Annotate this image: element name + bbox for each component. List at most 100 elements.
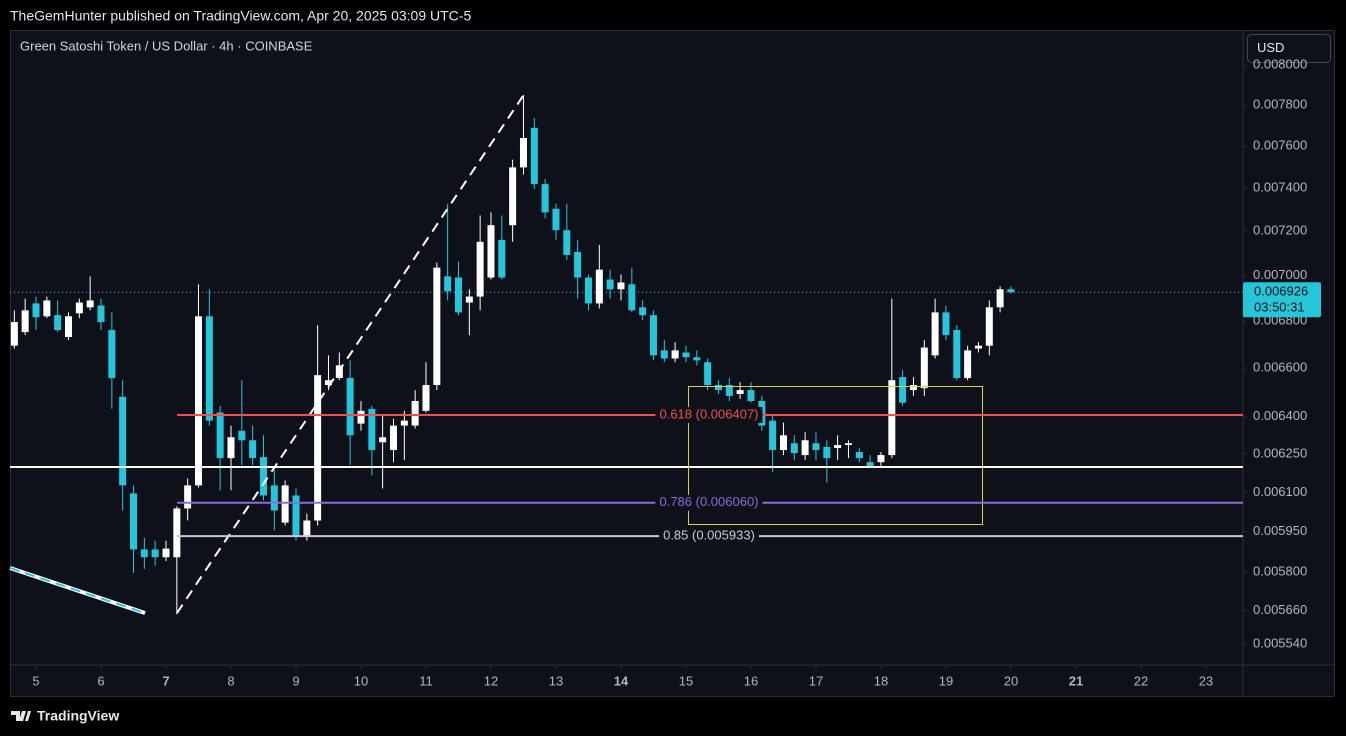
candle-body <box>389 425 397 451</box>
x-tick-label: 18 <box>874 673 888 688</box>
candle-body <box>574 252 582 278</box>
currency-button[interactable] <box>1247 34 1331 63</box>
candle-body <box>292 495 300 536</box>
candle-body <box>454 277 462 313</box>
y-tick-label: 0.007000 <box>1253 267 1307 282</box>
candle-body <box>509 167 517 226</box>
candle-body <box>909 385 917 391</box>
y-tick-label: 0.007400 <box>1253 179 1307 194</box>
candle-body <box>303 520 311 536</box>
candle-body <box>249 440 257 459</box>
fib-label-bg <box>655 406 763 423</box>
candle-body <box>660 350 668 359</box>
dashed-trend-line <box>176 92 526 614</box>
y-tick-label: 0.006400 <box>1253 408 1307 423</box>
candle-body <box>639 307 647 316</box>
candle-body <box>368 408 376 451</box>
chart-frame <box>10 30 1335 697</box>
candle-body <box>552 208 560 231</box>
candle-body <box>953 329 961 379</box>
fib-label: 0.618 (0.006407) <box>659 406 758 421</box>
candle-body <box>584 277 592 304</box>
candle-body <box>86 300 94 308</box>
fib-label: 0.786 (0.006060) <box>659 494 758 509</box>
candle-body <box>324 380 332 386</box>
candle-body <box>519 138 527 168</box>
y-tick-label: 0.006250 <box>1253 446 1307 461</box>
y-tick-label: 0.005800 <box>1253 563 1307 578</box>
x-tick-label: 15 <box>679 673 693 688</box>
x-tick-label: 11 <box>419 673 433 688</box>
candle-body <box>21 310 29 333</box>
candle-body <box>43 300 51 317</box>
candle-body <box>357 410 365 424</box>
candle-body <box>498 239 506 278</box>
candle-body <box>996 289 1004 308</box>
candle-body <box>888 380 896 456</box>
candle-body <box>64 316 72 338</box>
candle-body <box>942 312 950 336</box>
candle-body <box>682 352 690 358</box>
candle-body <box>259 457 267 496</box>
candle-body <box>32 303 40 318</box>
candle-body <box>844 443 852 446</box>
candle-body <box>834 445 842 449</box>
candle-body <box>595 269 603 304</box>
candle-body <box>119 396 127 486</box>
candle-body <box>877 455 885 463</box>
candle-body <box>671 350 679 359</box>
candle-body <box>769 420 777 451</box>
x-tick-label: 22 <box>1134 673 1148 688</box>
candle-body <box>281 485 289 523</box>
candle-body <box>422 385 430 411</box>
y-tick-label: 0.005540 <box>1253 636 1307 651</box>
currency-label[interactable]: USD <box>1257 40 1284 55</box>
candle-body <box>173 508 181 558</box>
candle-body <box>444 276 452 292</box>
candle-body <box>346 378 354 436</box>
candle-body <box>725 385 733 396</box>
candle-body <box>487 225 495 278</box>
candle-body <box>140 549 148 558</box>
candle-body <box>920 347 928 389</box>
x-tick-label: 16 <box>744 673 758 688</box>
candle-body <box>964 350 972 379</box>
x-tick-label: 14 <box>614 673 629 688</box>
x-tick-label: 10 <box>354 673 368 688</box>
candle-body <box>184 485 192 509</box>
highlight-box <box>688 386 983 525</box>
candle-body <box>899 377 907 403</box>
y-tick-label: 0.006600 <box>1253 360 1307 375</box>
y-tick-label: 0.006100 <box>1253 484 1307 499</box>
last-price-label: 0.006926 <box>1254 284 1308 299</box>
x-tick-label: 8 <box>227 673 234 688</box>
x-tick-label: 5 <box>32 673 39 688</box>
x-tick-label: 21 <box>1069 673 1083 688</box>
x-tick-label: 7 <box>162 673 169 688</box>
y-tick-label: 0.007200 <box>1253 223 1307 238</box>
candle-body <box>563 230 571 255</box>
y-tick-label: 0.008000 <box>1253 57 1307 72</box>
x-tick-label: 9 <box>292 673 299 688</box>
logo-icon <box>11 711 31 721</box>
candle-body <box>162 548 170 558</box>
candle-body <box>216 412 224 459</box>
candle-body <box>693 357 701 361</box>
x-tick-label: 23 <box>1199 673 1213 688</box>
fib-label: 0.85 (0.005933) <box>663 528 755 543</box>
candle-body <box>10 322 18 346</box>
candle-body <box>855 452 863 459</box>
fib-label-bg <box>659 528 759 545</box>
y-tick-label: 0.005660 <box>1253 602 1307 617</box>
candle-body <box>649 315 657 356</box>
x-tick-label: 20 <box>1004 673 1018 688</box>
overlay: 0.618 (0.006407) 0.786 (0.006060) 0.85 (0.… <box>177 406 1243 545</box>
candle-body <box>314 375 322 521</box>
candle-body <box>108 329 116 379</box>
y-tick-label: 0.005950 <box>1253 523 1307 538</box>
candle-body <box>790 443 798 454</box>
x-tick-label: 19 <box>939 673 953 688</box>
candle-body <box>194 316 202 486</box>
candle-body <box>779 435 787 451</box>
